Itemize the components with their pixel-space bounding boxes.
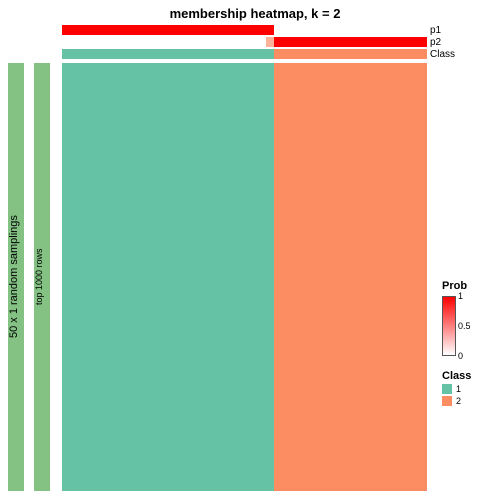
chart-title: membership heatmap, k = 2 [80, 6, 430, 21]
side-label-outer: 50 x 1 random samplings [8, 63, 24, 491]
side-label-inner: top 1000 rows [34, 63, 50, 491]
legend-class: Class 12 [442, 370, 471, 406]
heatmap-body [62, 63, 427, 491]
legend-class-items: 12 [442, 384, 471, 406]
legend-prob-gradient [442, 296, 456, 356]
annot-row-class [62, 49, 427, 59]
legend-prob: Prob 10.50 [442, 280, 467, 292]
annot-label-p1: p1 [430, 25, 441, 36]
annot-row-p1 [62, 25, 427, 35]
annot-label-class: Class [430, 49, 455, 60]
annot-label-p2: p2 [430, 37, 441, 48]
annot-row-p2 [62, 37, 427, 47]
legend-class-title: Class [442, 370, 471, 382]
